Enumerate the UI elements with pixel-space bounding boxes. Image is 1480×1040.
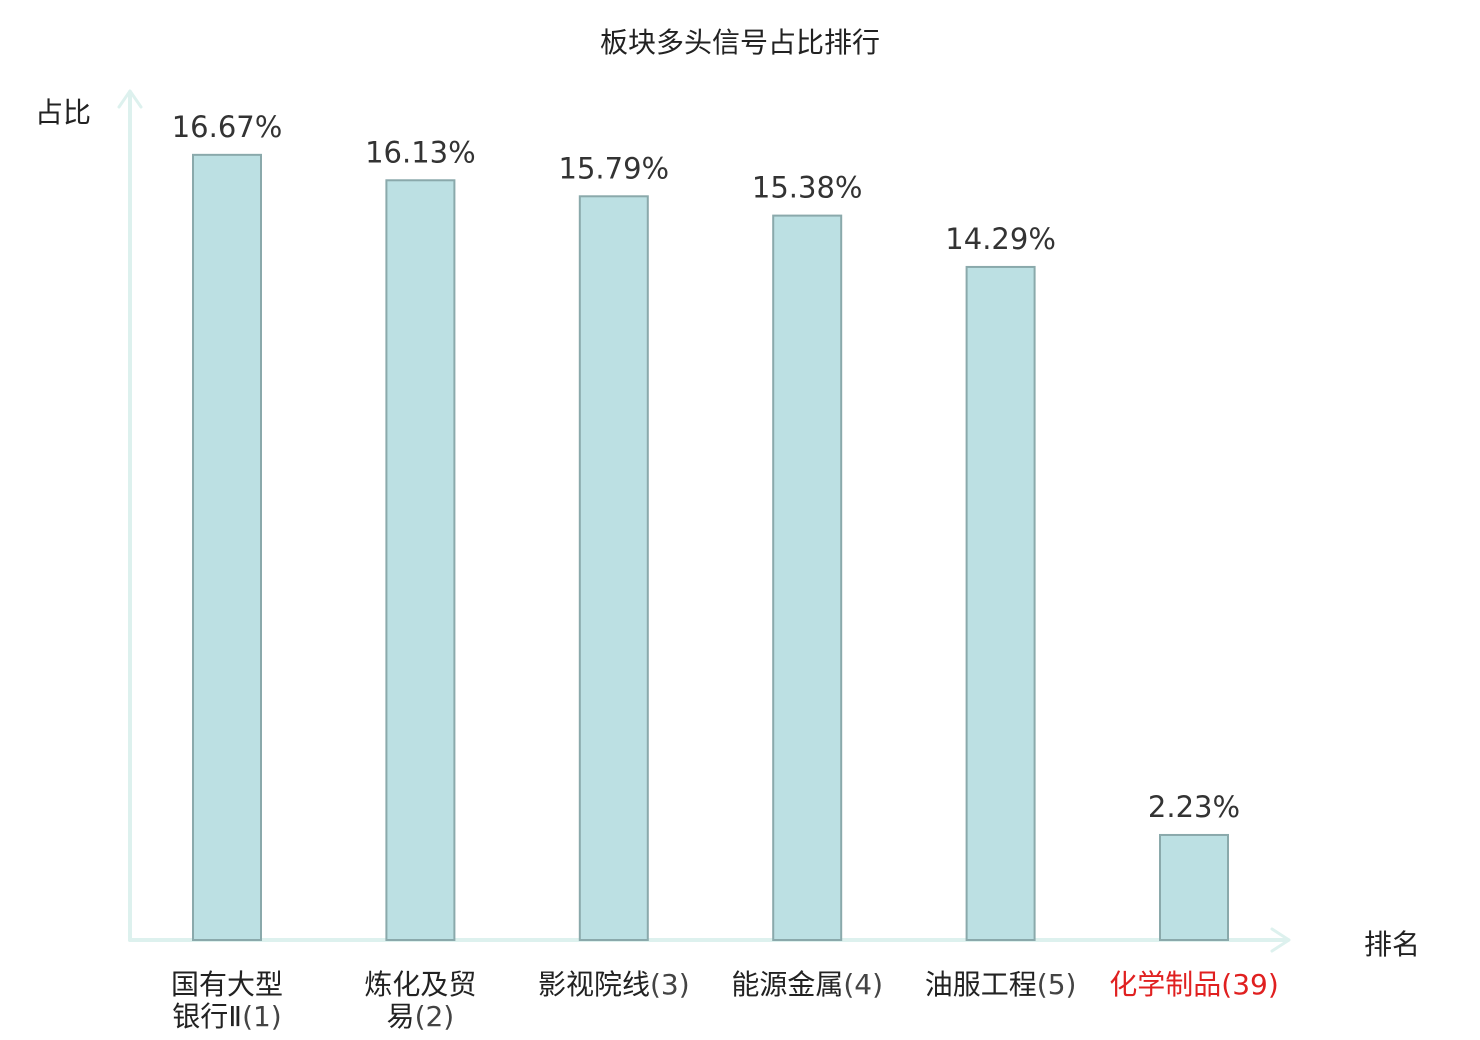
x-tick-rank: (1) — [242, 1000, 282, 1033]
x-tick-label-line: 银行Ⅱ — [172, 1000, 242, 1033]
x-tick-rank: (5) — [1037, 968, 1077, 1001]
chart-title: 板块多头信号占比排行 — [600, 26, 880, 59]
bar — [1159, 833, 1229, 941]
x-tick-label: 影视院线(3) — [538, 968, 690, 1001]
x-tick-label: 国有大型银行Ⅱ(1) — [171, 968, 283, 1033]
bar-value-label: 2.23% — [1148, 790, 1240, 824]
x-tick-label: 化学制品(39) — [1109, 968, 1279, 1001]
bar-value-label: 15.38% — [752, 171, 863, 205]
axes — [117, 89, 1291, 953]
bar — [385, 179, 456, 942]
x-tick-label-line: 影视院线 — [538, 968, 650, 1001]
x-tick-label-line: 油服工程 — [925, 968, 1037, 1001]
y-axis-arrow — [117, 89, 143, 109]
bar — [965, 265, 1036, 942]
category-labels: 国有大型银行Ⅱ(1) 炼化及贸易(2) 影视院线(3) 能源金属(4) 油服工程(5) 化… — [171, 968, 1279, 1033]
bar-value-label: 15.79% — [559, 151, 670, 185]
x-tick-rank: (2) — [415, 1000, 455, 1033]
value-labels: 16.67% 16.13% 15.79% 15.38% 14.29% 2.23% — [172, 110, 1240, 824]
x-axis-arrow — [1270, 927, 1291, 953]
x-tick-rank: (4) — [843, 968, 883, 1001]
x-tick-label-line: 易 — [387, 1000, 415, 1033]
x-tick-label: 能源金属(4) — [731, 968, 883, 1001]
x-tick-label: 油服工程(5) — [925, 968, 1077, 1001]
x-tick-label-line: 炼化及贸 — [364, 968, 476, 1001]
bar — [192, 153, 262, 941]
bar — [578, 195, 649, 941]
bar-value-label: 14.29% — [945, 222, 1056, 256]
bar-value-label: 16.13% — [365, 135, 476, 169]
x-axis-label: 排名 — [1364, 928, 1420, 961]
x-tick-rank: (39) — [1221, 968, 1278, 1001]
x-tick-label-line: 化学制品 — [1109, 968, 1221, 1001]
y-axis-label: 占比 — [35, 96, 91, 129]
x-tick-label-line: 国有大型 — [171, 968, 283, 1001]
x-tick-label-line: 能源金属 — [731, 968, 843, 1001]
bar-value-label: 16.67% — [172, 110, 283, 144]
bars — [192, 153, 1229, 942]
bar — [772, 214, 843, 942]
x-tick-label: 炼化及贸易(2) — [364, 968, 476, 1033]
x-tick-rank: (3) — [650, 968, 690, 1001]
